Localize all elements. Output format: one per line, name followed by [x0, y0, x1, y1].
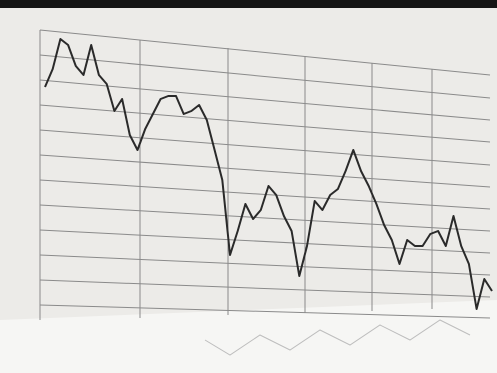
grid-line [39, 254, 491, 276]
grid-line [39, 304, 491, 319]
price-line [44, 38, 493, 310]
grid-line [39, 279, 491, 298]
grid-line [39, 29, 491, 76]
top-edge [0, 0, 497, 8]
grid-line [39, 54, 491, 99]
grid-line [39, 129, 491, 166]
grid-line [39, 79, 491, 121]
grid-line [39, 204, 491, 232]
plot-area [44, 38, 493, 310]
grid-line [39, 229, 491, 254]
faint-print [204, 319, 471, 356]
paper-sheet [0, 300, 497, 373]
grid-line [39, 154, 491, 188]
